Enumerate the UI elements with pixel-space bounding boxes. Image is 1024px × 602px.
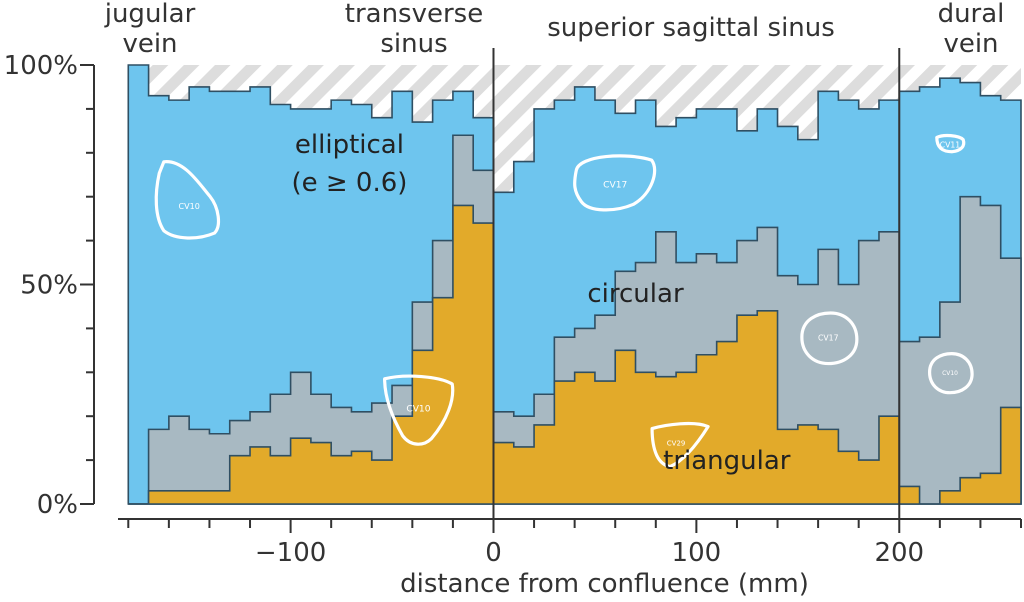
axes (80, 64, 1022, 533)
outline-icon-label-1: CV10 (406, 404, 430, 414)
outline-icon-2: CV17 (573, 154, 657, 212)
outline-icon-label-3: CV29 (667, 440, 686, 448)
category-label-elliptical-line-0: elliptical (295, 130, 404, 160)
outline-icon-shape-0 (154, 160, 221, 240)
region-title-3-line-0: dural (938, 0, 1005, 29)
outline-icon-shape-3 (650, 421, 710, 469)
outline-icon-label-4: CV17 (818, 333, 839, 342)
chart-text: 0% 50% 100% −100 0 100 200 distance from conflu… (4, 0, 1005, 599)
category-label-triangular-line-0: triangular (663, 446, 791, 476)
outline-icon-3: CV29 (650, 421, 710, 469)
outline-icon-1: CV10 (383, 374, 455, 446)
outline-icon-5: CV11 (935, 133, 966, 154)
outline-icon-4: CV17 (800, 311, 859, 366)
region-title-2-line-0: superior sagittal sinus (547, 13, 835, 43)
region-title-0-line-0: jugular (104, 0, 196, 29)
outline-icon-shape-4 (800, 311, 859, 366)
y-tick-label-1: 50% (20, 271, 78, 301)
region-title-0-line-1: vein (122, 29, 177, 59)
y-tick-label-0: 0% (37, 490, 78, 520)
region-title-3-line-1: vein (943, 29, 998, 59)
area-triangular-segment-2 (898, 406, 1022, 505)
x-axis-title: distance from confluence (mm) (400, 569, 809, 599)
stacked-areas (127, 64, 1022, 505)
x-tick-label-0: −100 (255, 538, 326, 568)
outline-icon-shape-1 (383, 374, 455, 446)
x-tick-label-2: 100 (672, 538, 722, 568)
region-title-1-line-1: sinus (380, 29, 447, 59)
y-tick-label-2: 100% (4, 51, 78, 81)
x-tick-label-1: 0 (485, 538, 502, 568)
outline-icon-label-5: CV11 (940, 140, 961, 149)
area-circular-segment-0 (128, 134, 495, 505)
outline-icons: CV10 CV10 CV17 CV29 CV17 CV11 CV10 (154, 133, 974, 469)
outline-icon-6: CV10 (927, 351, 974, 395)
region-boundaries (492, 48, 901, 518)
outline-icon-shape-2 (573, 154, 657, 212)
x-tick-label-3: 200 (874, 538, 924, 568)
area-circular-segment-2 (898, 195, 1022, 505)
area-triangular-segment-1 (492, 310, 901, 505)
region-title-1-line-0: transverse (345, 0, 483, 29)
outline-icon-label-2: CV17 (603, 180, 627, 190)
area-triangular-segment-0 (128, 204, 495, 505)
outline-icon-label-0: CV10 (178, 202, 199, 211)
category-label-circular-line-0: circular (587, 279, 684, 309)
outline-icon-shape-6 (927, 351, 974, 395)
outline-icon-0: CV10 (154, 160, 221, 240)
outline-icon-label-6: CV10 (942, 370, 958, 377)
category-label-elliptical-line-1: (e ≥ 0.6) (291, 168, 407, 198)
outline-icon-shape-5 (935, 133, 966, 154)
